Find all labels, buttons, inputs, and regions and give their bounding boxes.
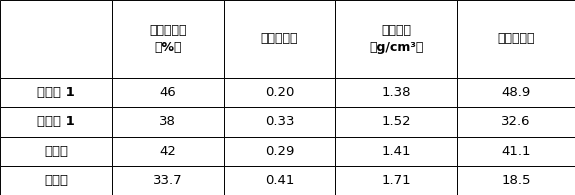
Bar	[224, 78, 335, 107]
Text: 42: 42	[159, 145, 176, 158]
Text: 48.9: 48.9	[501, 86, 531, 99]
Text: 对照组: 对照组	[44, 145, 68, 158]
Bar	[335, 78, 457, 107]
Text: 0.33: 0.33	[264, 115, 294, 128]
Bar	[0, 78, 112, 107]
Text: 土壤容重
（g/cm³）: 土壤容重 （g/cm³）	[369, 24, 423, 54]
Bar	[224, 136, 335, 166]
Bar	[224, 166, 335, 195]
Bar	[457, 0, 575, 78]
Bar	[224, 0, 335, 78]
Bar	[224, 107, 335, 136]
Bar	[112, 107, 224, 136]
Bar	[457, 107, 575, 136]
Bar	[335, 0, 457, 78]
Bar	[112, 0, 224, 78]
Text: 1.38: 1.38	[381, 86, 411, 99]
Bar	[457, 78, 575, 107]
Bar	[457, 136, 575, 166]
Bar	[457, 166, 575, 195]
Text: 空白组: 空白组	[44, 174, 68, 187]
Text: 46: 46	[159, 86, 176, 99]
Bar	[335, 107, 457, 136]
Bar	[0, 107, 112, 136]
Bar	[112, 78, 224, 107]
Text: 32.6: 32.6	[501, 115, 531, 128]
Text: 41.1: 41.1	[501, 145, 531, 158]
Text: 对比例 1: 对比例 1	[37, 115, 75, 128]
Text: 0.29: 0.29	[265, 145, 294, 158]
Text: 0.20: 0.20	[265, 86, 294, 99]
Bar	[0, 0, 112, 78]
Bar	[0, 166, 112, 195]
Text: 1.52: 1.52	[381, 115, 411, 128]
Text: 33.7: 33.7	[153, 174, 182, 187]
Text: 18.5: 18.5	[501, 174, 531, 187]
Text: 土壤含盐量: 土壤含盐量	[261, 33, 298, 45]
Text: 土壤孔隙度
（%）: 土壤孔隙度 （%）	[149, 24, 186, 54]
Bar	[335, 166, 457, 195]
Text: 1.41: 1.41	[381, 145, 411, 158]
Bar	[0, 136, 112, 166]
Text: 有机质含量: 有机质含量	[497, 33, 535, 45]
Text: 0.41: 0.41	[265, 174, 294, 187]
Bar	[112, 136, 224, 166]
Text: 1.71: 1.71	[381, 174, 411, 187]
Bar	[335, 136, 457, 166]
Bar	[112, 166, 224, 195]
Text: 实施例 1: 实施例 1	[37, 86, 75, 99]
Text: 38: 38	[159, 115, 176, 128]
